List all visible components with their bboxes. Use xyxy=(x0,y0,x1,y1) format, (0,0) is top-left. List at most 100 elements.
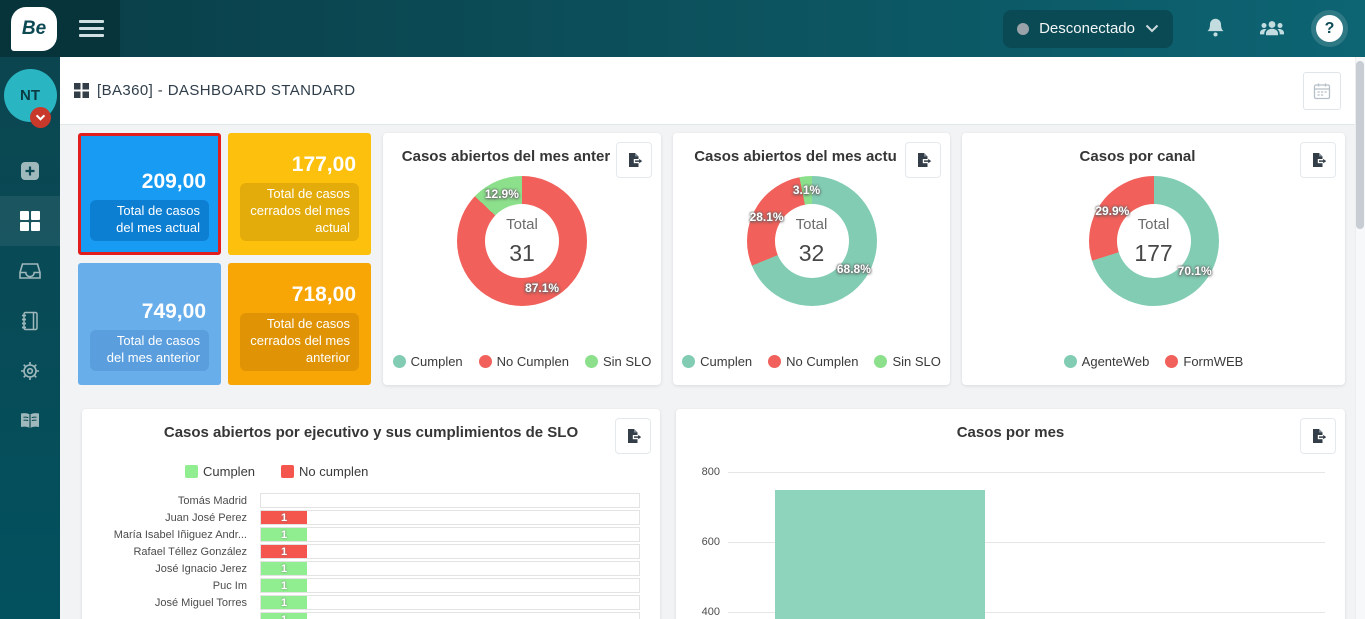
legend-item-sin-slo[interactable]: Sin SLO xyxy=(584,354,651,369)
sidebar-item-inbox[interactable] xyxy=(0,246,60,296)
legend-dot xyxy=(1063,355,1077,368)
file-export-icon xyxy=(1312,152,1327,167)
legend-dot xyxy=(392,355,406,368)
date-filter-button[interactable] xyxy=(1303,72,1341,110)
chart-title: Casos abiertos por ejecutivo y sus cumpl… xyxy=(163,424,579,441)
exec-track: 1 xyxy=(260,527,640,542)
legend-dot xyxy=(584,355,598,368)
export-button[interactable] xyxy=(1300,142,1336,178)
donut-center-label: Total xyxy=(795,215,828,233)
page-header: [BA360] - DASHBOARD STANDARD xyxy=(60,57,1365,125)
sidebar-nav xyxy=(0,146,60,446)
donut-center: Total 32 xyxy=(774,204,849,278)
month-bar xyxy=(775,489,985,619)
users-group-icon xyxy=(1260,20,1284,35)
exec-bar: 1 xyxy=(261,579,307,592)
kpi-label: Total de casos cerrados del mes anterior xyxy=(240,313,359,371)
notebook-icon xyxy=(22,311,38,331)
exec-row: Rafael Téllez González 1 xyxy=(82,543,660,560)
donut-slice-label: 3.1% xyxy=(792,183,821,198)
kpi-tile-casos-cerrados-mes-anterior[interactable]: 718,00 Total de casos cerrados del mes a… xyxy=(228,263,371,385)
legend-item-no-cumplen[interactable]: No Cumplen xyxy=(478,354,569,369)
donut-center: Total 177 xyxy=(1116,204,1191,278)
kpi-tile-casos-mes-actual[interactable]: 209,00 Total de casos del mes actual xyxy=(78,133,221,255)
inbox-icon xyxy=(19,263,41,279)
legend-item-cumplen[interactable]: Cumplen xyxy=(392,354,463,369)
legend-square xyxy=(281,465,295,478)
export-button[interactable] xyxy=(1300,418,1336,454)
exec-track: 1 xyxy=(260,612,640,619)
legend-item-no-cumplen[interactable]: No cumplen xyxy=(281,464,368,479)
sidebar-item-dashboards[interactable] xyxy=(0,196,60,246)
legend-item-cumplen[interactable]: Cumplen xyxy=(185,464,255,479)
donut-slice-label: 70.1% xyxy=(1177,264,1212,279)
vertical-scrollbar-thumb[interactable] xyxy=(1356,61,1364,229)
legend-item-cumplen[interactable]: Cumplen xyxy=(682,354,752,369)
exec-name: María Isabel Iñiguez Andr... xyxy=(113,528,247,541)
dashboard-content: 209,00 Total de casos del mes actual 177… xyxy=(60,125,1365,619)
exec-name: José Ignacio Jerez xyxy=(155,562,247,575)
status-label: Desconectado xyxy=(1039,20,1135,37)
donut-slice-label: 28.1% xyxy=(749,209,784,224)
gridline xyxy=(728,472,1325,473)
bell-icon xyxy=(1207,18,1224,37)
user-avatar[interactable]: NT xyxy=(3,69,57,128)
menu-toggle-icon[interactable] xyxy=(79,16,104,42)
y-axis-tick-label: 600 xyxy=(701,536,720,548)
donut-slice-label: 87.1% xyxy=(525,280,560,295)
sidebar-item-notebook[interactable] xyxy=(0,296,60,346)
gear-icon xyxy=(21,362,39,380)
grid-icon xyxy=(20,211,40,231)
chart-card-casos-abiertos-mes-actual: Casos abiertos del mes actu Total 32 68.… xyxy=(673,133,950,385)
notifications-button[interactable] xyxy=(1203,16,1228,41)
plus-square-icon xyxy=(21,162,39,180)
legend-item-formweb[interactable]: FormWEB xyxy=(1165,354,1243,369)
exec-track: 1 xyxy=(260,561,640,576)
status-dot-icon xyxy=(1017,22,1030,35)
sidebar-item-settings[interactable] xyxy=(0,346,60,396)
donut-total: 32 xyxy=(798,239,825,266)
exec-track: 1 xyxy=(260,595,640,610)
donut-total: 177 xyxy=(1134,239,1173,266)
help-button[interactable]: ? xyxy=(1316,15,1343,42)
legend-item-sin-slo[interactable]: Sin SLO xyxy=(874,354,941,369)
vertical-scrollbar-track[interactable] xyxy=(1355,57,1365,619)
legend-item-no-cumplen[interactable]: No Cumplen xyxy=(768,354,858,369)
exec-name: José Miguel Torres xyxy=(154,596,247,609)
kpi-tile-casos-mes-anterior[interactable]: 749,00 Total de casos del mes anterior xyxy=(78,263,221,385)
bar-chart-plot: 800 600 400 xyxy=(702,466,1325,619)
y-axis-tick-label: 800 xyxy=(701,466,720,478)
exec-name: Rafael Téllez González xyxy=(133,545,247,558)
kpi-value: 749,00 xyxy=(141,300,206,324)
exec-row: María Isabel Iñiguez Andr... 1 xyxy=(82,526,660,543)
exec-bar: 1 xyxy=(261,511,307,524)
exec-bar: 1 xyxy=(261,562,307,575)
main-area: [BA360] - DASHBOARD STANDARD 209,00 Tota… xyxy=(60,57,1365,619)
exec-row: Puc Im 1 xyxy=(82,577,660,594)
sidebar-item-add[interactable] xyxy=(0,146,60,196)
exec-row: José Ignacio Jerez 1 xyxy=(82,560,660,577)
exec-name: Puc Im xyxy=(212,579,247,592)
export-button[interactable] xyxy=(616,142,652,178)
legend-item-agenteweb[interactable]: AgenteWeb xyxy=(1063,354,1149,369)
topbar-actions: Desconectado ? xyxy=(1003,0,1343,57)
brand-logo[interactable]: Be xyxy=(11,6,57,51)
avatar-status-badge[interactable] xyxy=(29,107,51,128)
exec-track xyxy=(260,493,640,508)
file-export-icon xyxy=(917,152,932,167)
connection-status-dropdown[interactable]: Desconectado xyxy=(1003,9,1173,48)
export-button[interactable] xyxy=(615,418,651,454)
chevron-down-icon xyxy=(35,114,45,121)
legend-square xyxy=(185,465,198,478)
chart-card-casos-por-mes: Casos por mes 800 600 400 xyxy=(676,409,1345,619)
donut-center: Total 31 xyxy=(485,204,559,278)
chart-card-casos-por-canal: Casos por canal Total 177 70.1% 29.9% Age… xyxy=(962,133,1345,385)
legend-dot xyxy=(768,355,782,368)
sidebar-item-knowledge[interactable] xyxy=(0,396,60,446)
export-button[interactable] xyxy=(905,142,941,178)
donut-slice-label: 68.8% xyxy=(836,262,871,277)
kpi-tile-casos-cerrados-mes-actual[interactable]: 177,00 Total de casos cerrados del mes a… xyxy=(228,133,371,255)
users-button[interactable] xyxy=(1258,18,1286,40)
chart-legend: Cumplen No Cumplen Sin SLO xyxy=(673,354,950,369)
